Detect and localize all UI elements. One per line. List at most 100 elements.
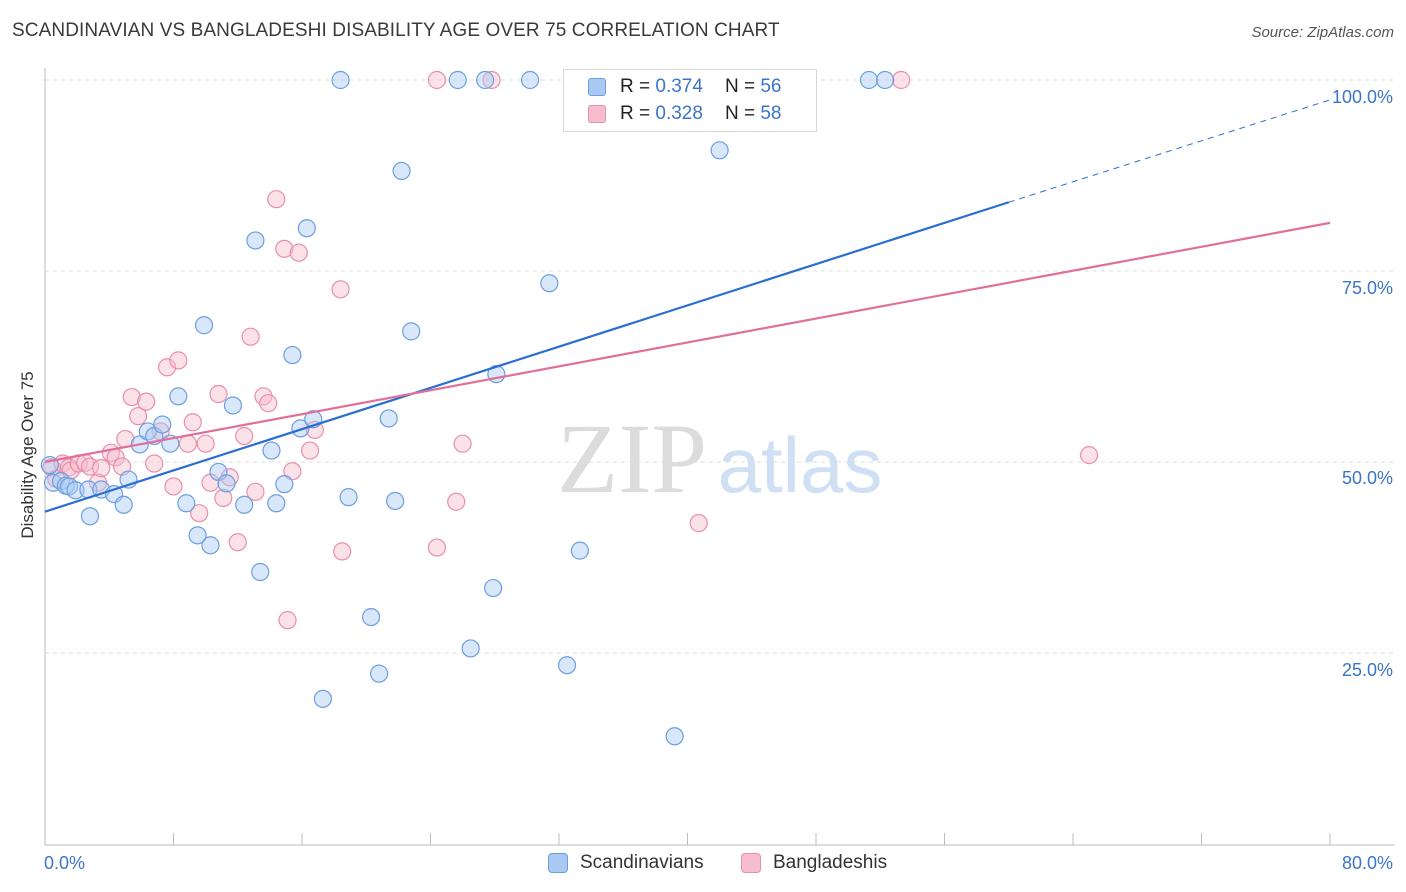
axes <box>44 68 1395 846</box>
watermark-atlas: atlas <box>718 421 883 509</box>
series-bangladeshis-points <box>42 70 1099 630</box>
scandinavians-point <box>251 562 270 582</box>
bangladeshis-point <box>145 454 164 473</box>
n-label: N = <box>724 103 756 124</box>
y-tick-label: 50.0% <box>1342 468 1393 488</box>
scandinavians-point <box>235 495 254 514</box>
bangladeshis-point <box>447 492 466 511</box>
scandinavians-point <box>461 639 480 658</box>
scandinavians-point <box>476 70 495 90</box>
bangladeshis-point <box>275 239 294 258</box>
n-value: 56 <box>760 76 782 97</box>
bangladeshis-point <box>289 243 308 262</box>
scandinavians-point <box>201 536 220 555</box>
bangladeshis-point <box>283 462 302 481</box>
bangladeshis-point <box>92 459 111 478</box>
scandinavians-trend-extension <box>1008 99 1331 203</box>
legend-swatch-blue <box>548 853 568 873</box>
bangladeshis-point <box>235 426 254 446</box>
bangladeshis-point <box>178 434 198 453</box>
bangladeshis-point <box>300 441 320 460</box>
legend-item-bangladeshis[interactable]: Bangladeshis <box>741 852 887 874</box>
r-value: 0.374 <box>655 76 703 97</box>
bangladeshis-point <box>190 504 209 523</box>
bangladeshis-point <box>164 477 183 496</box>
scandinavians-point <box>379 409 398 428</box>
bangladeshis-point <box>137 392 156 411</box>
bangladeshis-point <box>157 358 177 377</box>
bangladeshis-point <box>427 538 447 557</box>
bangladeshis-point <box>122 387 141 407</box>
bangladeshis-point <box>246 482 265 501</box>
scandinavians-point <box>188 526 207 545</box>
bangladeshis-point <box>209 384 228 404</box>
bangladeshis-trend-line <box>44 221 1331 464</box>
bangladeshis-point <box>1079 446 1099 465</box>
scandinavians-point <box>392 161 411 181</box>
bangladeshis-point <box>427 70 447 90</box>
legend-label: Scandinavians <box>580 852 704 873</box>
bangladeshis-point <box>129 407 148 426</box>
r-value: 0.328 <box>655 103 703 124</box>
bangladeshis-point <box>228 533 247 552</box>
bangladeshis-point <box>169 351 188 370</box>
scandinavians-point <box>80 507 100 526</box>
bangladeshis-point <box>214 488 233 508</box>
scandinavians-point <box>448 70 467 90</box>
legend-row-scandinavians: R = 0.374 N = 56 <box>588 76 781 98</box>
bangladeshis-point <box>196 434 215 453</box>
scandinavians-point <box>114 495 133 514</box>
scandinavians-point <box>153 415 172 434</box>
x-tick-label: 80.0% <box>1342 853 1393 873</box>
legend-swatch-pink <box>588 105 606 123</box>
bangladeshis-point <box>482 70 501 90</box>
scandinavians-point <box>484 578 503 598</box>
scandinavians-point <box>262 441 281 460</box>
scandinavians-point <box>217 474 236 493</box>
scandinavians-point <box>169 387 188 406</box>
bangladeshis-point <box>689 514 708 533</box>
scandinavians-point <box>402 322 421 341</box>
scandinavians-point <box>297 219 316 238</box>
scandinavians-point <box>267 494 286 513</box>
scandinavians-point <box>331 70 350 90</box>
watermark-zip: ZIP <box>557 403 707 514</box>
bangladeshis-point <box>259 394 278 413</box>
scandinavians-point <box>339 488 358 507</box>
legend-swatch-pink <box>741 853 761 873</box>
legend-swatch-blue <box>588 78 606 96</box>
n-value: 58 <box>760 103 782 124</box>
y-axis-label: Disability Age Over 75 <box>18 371 37 539</box>
bangladeshis-point <box>241 327 260 346</box>
scandinavians-point <box>246 231 265 250</box>
scandinavians-point <box>177 494 196 513</box>
scandinavians-point <box>313 689 332 708</box>
grid <box>45 79 1395 654</box>
scandinavians-point <box>386 491 405 511</box>
y-tick-label: 100.0% <box>1332 87 1393 107</box>
bangladeshis-point <box>183 413 202 432</box>
tick-labels: 25.0% 50.0% 75.0% 100.0% 0.0% 80.0% <box>44 87 1393 873</box>
legend-item-scandinavians[interactable]: Scandinavians <box>548 852 704 874</box>
scandinavians-point <box>557 656 577 675</box>
bangladeshis-point <box>331 280 350 299</box>
bangladeshis-point <box>333 542 352 561</box>
bangladeshis-point <box>892 70 911 90</box>
scandinavians-point <box>370 664 389 683</box>
source-label: Source: ZipAtlas.com <box>1251 24 1394 41</box>
legend-label: Bangladeshis <box>773 852 888 873</box>
scandinavians-point <box>275 475 294 494</box>
series-scandinavians-points <box>40 70 895 746</box>
scandinavians-point <box>665 727 684 746</box>
r-label: R = <box>620 76 651 97</box>
scandinavians-point <box>859 70 879 90</box>
chart-title: SCANDINAVIAN VS BANGLADESHI DISABILITY A… <box>12 20 780 41</box>
scandinavians-point <box>875 70 895 90</box>
scandinavians-trend-line <box>44 201 1010 513</box>
r-label: R = <box>620 103 651 124</box>
correlation-legend: R = 0.374 N = 56 R = 0.328 N = 58 <box>563 69 817 132</box>
bangladeshis-point <box>267 190 286 209</box>
scandinavians-point <box>520 70 540 90</box>
scandinavians-point <box>540 274 559 293</box>
